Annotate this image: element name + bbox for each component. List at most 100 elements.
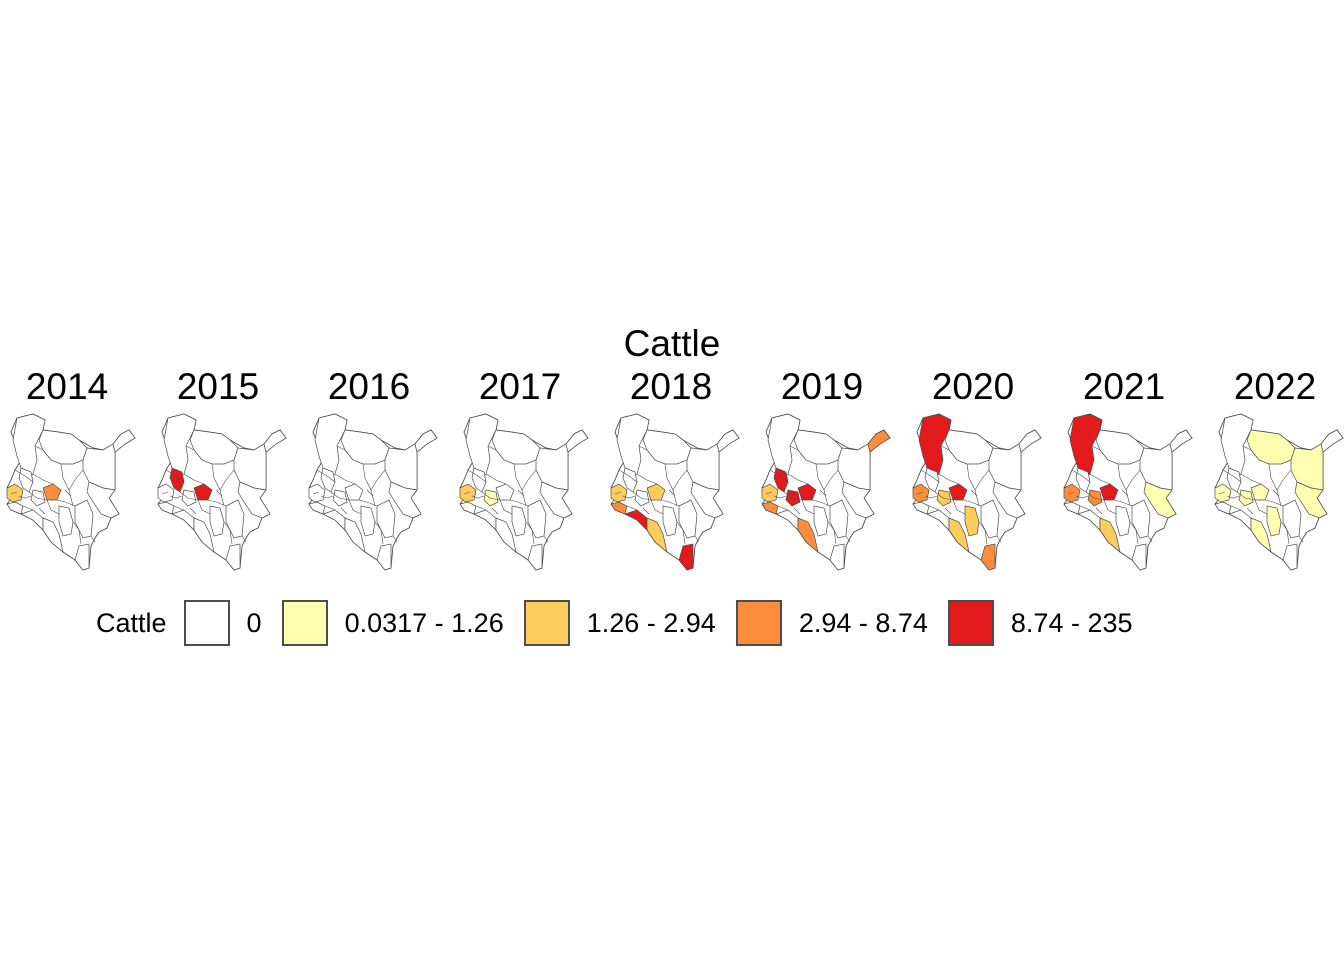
county-makueni	[1115, 505, 1131, 537]
county-boundary	[920, 469, 940, 483]
county-boundary	[793, 507, 801, 515]
county-west-b	[157, 501, 175, 515]
panel-year-title: 2022	[1233, 366, 1317, 407]
county-northeast-tip	[414, 429, 438, 453]
county-boundary	[622, 495, 636, 499]
county-boundary	[787, 473, 809, 485]
county-west-b	[912, 501, 930, 515]
county-northeast-tip	[1320, 429, 1344, 453]
county-coast-south	[678, 543, 694, 571]
county-boundary	[513, 463, 527, 507]
panel-year-title: 2021	[1082, 366, 1166, 407]
county-kajiado	[42, 517, 64, 553]
county-garissa	[992, 481, 1026, 519]
county-boundary	[56, 499, 76, 507]
county-northeast-tip	[1169, 429, 1193, 453]
county-boundary	[68, 469, 84, 491]
county-boundary	[966, 463, 980, 507]
county-west-b	[1214, 501, 1232, 515]
county-boundary	[173, 505, 185, 511]
county-boundary	[38, 507, 46, 515]
county-boundary	[324, 505, 336, 511]
legend-title: Cattle	[96, 607, 167, 638]
county-makueni	[1266, 505, 1282, 537]
county-marsabit	[793, 429, 843, 465]
county-garissa	[86, 481, 120, 519]
county-boundary	[471, 495, 485, 499]
county-boundary	[1254, 499, 1268, 515]
kenya-county-map	[1214, 413, 1344, 571]
county-boundary	[773, 495, 787, 499]
county-marsabit	[1095, 429, 1145, 465]
county-west-a	[308, 483, 326, 503]
county-boundary	[521, 469, 537, 491]
panel-year-title: 2018	[629, 366, 713, 407]
county-boundary	[1230, 505, 1242, 511]
county-west-b	[1063, 501, 1081, 515]
county-coast-south	[1131, 543, 1147, 571]
county-boundary	[487, 445, 505, 461]
county-boundary	[801, 499, 815, 515]
county-west-b	[308, 501, 326, 515]
county-boundary	[185, 445, 203, 461]
county-boundary	[32, 473, 54, 485]
county-boundary	[358, 499, 378, 507]
county-makueni	[58, 505, 74, 537]
county-coast-south	[225, 543, 241, 571]
legend-label: 8.74 - 235	[1010, 607, 1133, 638]
county-kajiado	[193, 517, 215, 553]
county-makueni	[662, 505, 678, 537]
county-boundary	[169, 495, 183, 499]
county-boundary	[1103, 499, 1117, 515]
county-boundary	[650, 499, 664, 515]
county-boundary	[491, 507, 499, 515]
county-boundary	[467, 469, 487, 483]
county-turkana	[465, 413, 499, 481]
county-central-a	[948, 483, 968, 501]
county-boundary	[392, 535, 398, 543]
county-west-a	[610, 483, 628, 503]
legend-swatch	[947, 600, 994, 646]
county-boundary	[10, 491, 18, 495]
legend-item: 1.26 - 2.94	[523, 600, 716, 646]
county-boundary	[952, 499, 966, 515]
county-boundary	[664, 463, 678, 507]
legend-item: 0	[183, 600, 262, 646]
county-boundary	[14, 469, 34, 483]
county-boundary	[312, 491, 320, 495]
county-boundary	[924, 495, 938, 499]
county-coast-south	[980, 543, 996, 571]
county-makueni	[813, 505, 829, 537]
panel-year-title: 2019	[780, 366, 864, 407]
county-west-b	[610, 501, 628, 515]
legend-swatch	[281, 600, 328, 646]
county-boundary	[485, 473, 507, 485]
county-boundary	[1091, 445, 1109, 461]
county-west-a	[1063, 483, 1081, 503]
county-boundary	[1222, 469, 1242, 483]
county-garissa	[539, 481, 573, 519]
county-central-a	[42, 483, 62, 501]
county-boundary	[1226, 495, 1240, 499]
county-marsabit	[1246, 429, 1296, 465]
map-panel-2020: 2020	[898, 364, 1048, 576]
county-boundary	[626, 505, 638, 511]
county-makueni	[511, 505, 527, 537]
county-boundary	[161, 491, 169, 495]
county-boundary	[660, 499, 680, 507]
county-west-a	[761, 483, 779, 503]
county-boundary	[1067, 491, 1075, 495]
legend-label: 2.94 - 8.74	[798, 607, 928, 638]
legend-item: 0.0317 - 1.26	[281, 600, 504, 646]
panel-year-title: 2015	[176, 366, 260, 407]
legend: Cattle 0 0.0317 - 1.26 1.26 - 2.94 2.94 - 8…	[96, 597, 1153, 649]
kenya-county-map	[6, 413, 136, 571]
county-turkana	[918, 413, 952, 481]
county-northeast-tip	[565, 429, 589, 453]
county-marsabit	[944, 429, 994, 465]
county-central-a	[1250, 483, 1270, 501]
legend-item: 8.74 - 235	[947, 600, 1133, 646]
kenya-county-map	[157, 413, 287, 571]
county-northeast-tip	[1018, 429, 1042, 453]
county-west-b	[459, 501, 477, 515]
